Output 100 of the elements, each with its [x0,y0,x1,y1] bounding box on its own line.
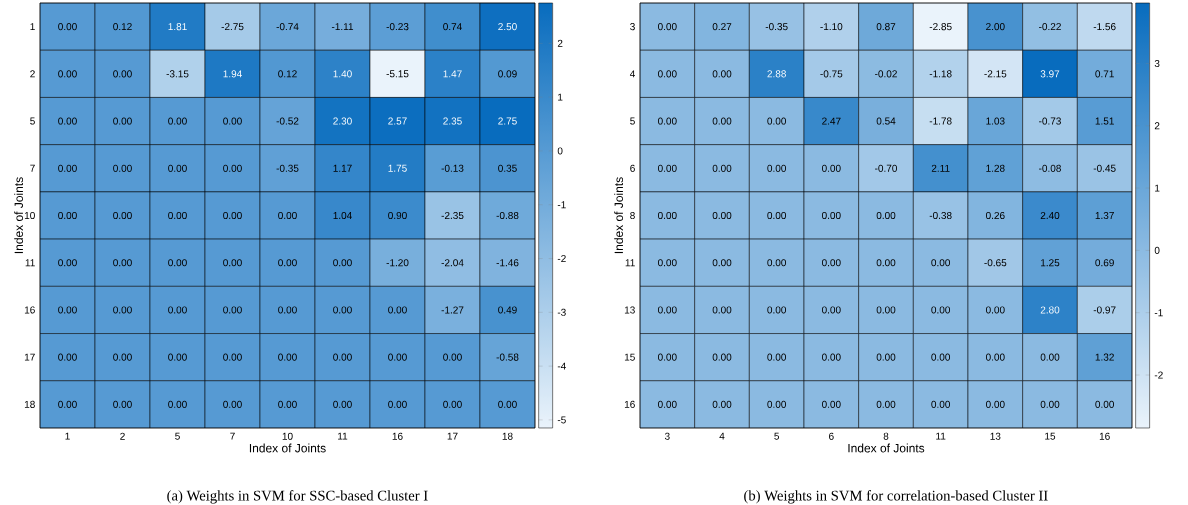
data-label: 0.00 [931,353,950,361]
data-label: 0.00 [113,117,132,125]
data-label: 0.00 [1040,353,1060,361]
data-label: 0.00 [168,400,187,408]
data-label: 0.00 [113,164,132,172]
data-label: 0.00 [931,400,950,408]
data-label: 0.00 [822,353,841,361]
data-label: 3.97 [1040,70,1060,78]
data-label: 0.00 [658,211,677,220]
data-label: 1.32 [1095,353,1114,361]
data-label: 0.00 [767,306,786,314]
data-label: -2.35 [441,211,464,220]
data-label: 2.11 [931,164,950,172]
data-label: 0.00 [712,211,732,220]
data-label: 2.47 [822,117,841,125]
data-label: 0.00 [278,259,297,267]
data-label: -1.27 [441,306,464,314]
data-label: 0.00 [58,117,77,125]
data-label: 0.00 [822,211,841,220]
y-tick-label: 17 [24,353,35,361]
data-label: -0.13 [441,164,464,172]
data-label: -0.65 [984,259,1007,267]
data-label: 0.00 [388,306,407,314]
data-label: 0.00 [223,400,242,408]
x-tick-label: 4 [719,432,725,440]
data-label: 1.37 [1095,211,1114,220]
color-bar-label: -2 [1154,371,1163,379]
data-label: 0.00 [278,306,297,314]
y-tick-label: 10 [24,211,35,220]
data-label: -0.73 [1039,117,1061,125]
data-label: -0.88 [496,211,519,220]
data-label: 0.00 [712,70,732,78]
y-tick-label: 15 [624,353,635,361]
data-label: 0.12 [113,23,132,31]
data-label: -3.15 [166,70,189,78]
data-label: 0.00 [712,400,732,408]
color-bar-label: -4 [557,362,566,370]
data-label: -2.85 [929,23,952,31]
data-label: 0.00 [168,353,187,361]
color-bar-label: -3 [557,308,566,316]
data-label: 0.00 [168,259,187,267]
data-label: 2.35 [443,117,462,125]
data-label: 0.00 [876,306,896,314]
color-bar-label: 3 [1154,59,1160,67]
y-tick-label: 7 [30,164,35,172]
data-label: 0.00 [658,23,677,31]
data-label: -0.35 [276,164,299,172]
data-label: 0.00 [712,117,732,125]
data-label: 0.90 [388,211,407,220]
data-label: 0.00 [931,259,950,267]
y-axis-title: Index of Joints [14,177,24,254]
y-tick-label: 18 [24,400,35,408]
data-label: -1.18 [929,70,952,78]
data-label: 0.00 [443,400,462,408]
data-label: 0.00 [168,164,187,172]
color-bar-label: 1 [1155,184,1160,192]
data-label: 0.00 [58,400,77,408]
x-tick-label: 10 [282,432,293,440]
data-label: 0.00 [658,259,677,267]
text: (a) Weights in SVM for SSC-based Cluster I [167,490,428,504]
data-label: 2.88 [767,70,786,78]
y-axis-title: Index of Joints [614,177,624,254]
color-bar-label: 2 [1154,122,1160,130]
data-label: -1.20 [386,259,409,267]
data-label: -1.10 [820,23,843,31]
x-tick-label: 16 [1099,432,1110,440]
data-label: 1.03 [986,117,1005,125]
data-label: 0.00 [58,23,77,31]
x-tick-label: 3 [664,432,670,440]
x-tick-label: 18 [502,432,513,440]
data-label: -0.38 [929,211,952,220]
data-label: 0.00 [278,353,297,361]
color-bar-label: 0 [557,147,563,155]
data-label: 0.00 [113,211,132,220]
data-label: -2.75 [221,23,244,31]
x-tick-label: 1 [65,432,70,440]
data-label: 0.00 [876,259,896,267]
data-label: 1.47 [443,70,462,78]
data-label: 0.00 [113,353,132,361]
data-label: 1.94 [223,70,242,78]
data-label: -0.45 [1093,164,1116,172]
y-tick-label: 13 [624,306,635,314]
text: (b) Weights in SVM for correlation-based Cluster II [744,490,1048,504]
data-label: 2.00 [986,23,1005,31]
data-label: 0.00 [767,164,786,172]
data-label: -0.35 [765,23,788,31]
data-label: 0.00 [388,353,407,361]
color-bar-label: -5 [557,416,566,424]
data-label: 0.87 [876,23,896,31]
x-axis-title: Index of Joints [249,443,326,453]
data-label: 0.00 [223,259,242,267]
y-tick-label: 11 [625,259,635,267]
data-label: 1.81 [168,23,187,31]
data-label: 0.00 [333,400,352,408]
data-label: 0.00 [986,306,1005,314]
x-axis-title: Index of Joints [848,443,925,453]
data-label: 0.00 [168,211,187,220]
data-label: 0.00 [1095,400,1114,408]
y-tick-label: 3 [630,23,635,31]
data-label: 0.00 [58,70,77,78]
